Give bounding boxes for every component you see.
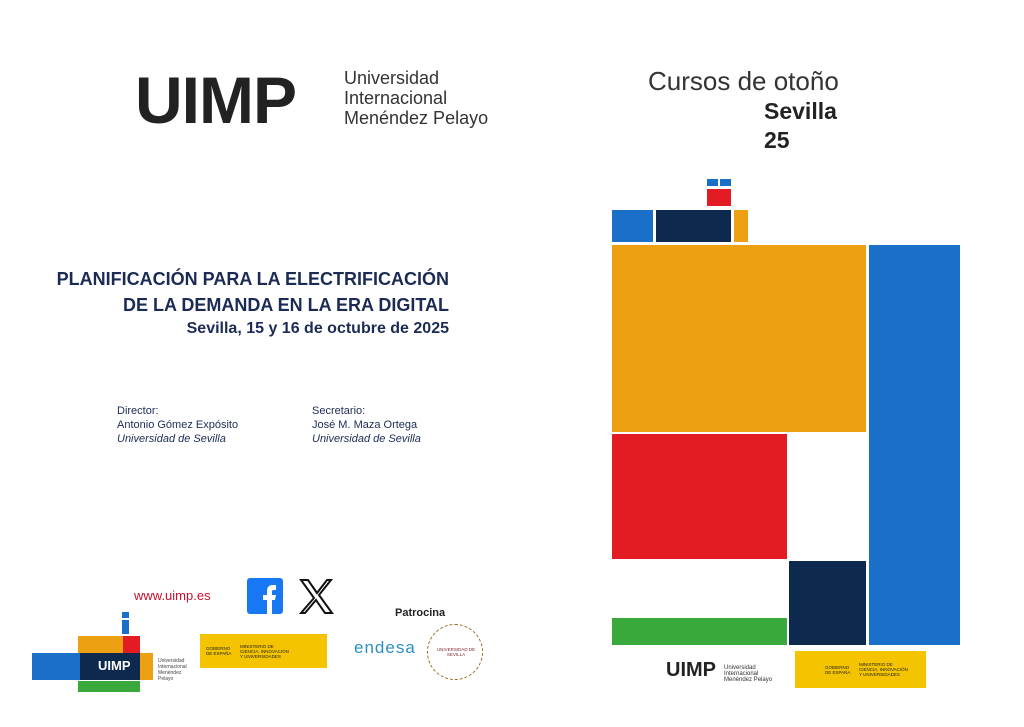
block [123,636,140,653]
affiliation: Universidad de Sevilla [117,433,226,445]
block [122,620,129,634]
gov-text: GOBIERNO DE ESPAÑA [825,664,851,675]
director: Director: Antonio Gómez Expósito Univers… [117,404,238,446]
block [32,653,80,680]
block [78,636,123,653]
text: Universidad [344,68,440,88]
course-title: PLANIFICACIÓN PARA LA ELECTRIFICACIÓN DE… [57,266,449,340]
gov-text: GOBIERNO DE ESPAÑA [206,646,232,656]
series-year: 25 [764,127,790,153]
block [612,210,653,242]
course-date: Sevilla, 15 y 16 de octubre de 2025 [186,320,449,337]
ministry-text: MINISTERIO DE CIENCIA, INNOVACIÓN Y UNIV… [240,643,289,659]
uimp-logo: UIMP [135,63,297,137]
cover-graphic [612,179,960,645]
series-city: Sevilla [764,98,837,124]
block [734,210,748,242]
text: DE LA DEMANDA EN LA ERA DIGITAL [123,295,449,315]
person: Antonio Gómez Expósito [117,419,239,431]
text: Internacional [344,88,448,108]
block [707,189,731,206]
block [656,210,731,242]
block [612,434,787,559]
cover-gov-logo: GOBIERNO DE ESPAÑA MINISTERIO DE CIENCIA… [795,651,926,688]
block [720,179,731,186]
footer-uimp: UIMP [98,658,131,673]
footer-logo-graphic [32,612,153,692]
person: José M. Maza Ortega [312,419,418,431]
sponsor-logo: endesa [354,638,416,657]
block [789,561,866,645]
footer-uimp-name: Universidad Internacional Menéndez Pelay… [158,658,187,682]
x-icon[interactable] [298,579,334,614]
gov-logo: GOBIERNO DE ESPAÑA MINISTERIO DE CIENCIA… [200,634,327,668]
text: PLANIFICACIÓN PARA LA ELECTRIFICACIÓN [56,269,449,289]
role: Secretario: [312,405,366,417]
affiliation: Universidad de Sevilla [312,433,421,445]
block [122,612,129,618]
social-icons [247,578,334,614]
block [78,681,140,692]
facebook-f [263,585,276,614]
university-name: Universidad Internacional Menéndez Pelay… [344,68,488,128]
cover-uimp-name: Universidad Internacional Menéndez Pelay… [724,665,773,683]
series-title: Cursos de otoño [648,66,839,96]
role: Director: [117,405,159,417]
ministry-text: MINISTERIO DE CIENCIA, INNOVACIÓN Y UNIV… [859,662,908,677]
block [140,653,153,680]
block [612,618,787,645]
us-logo: UNIVERSIDAD DE SEVILLA [427,624,483,680]
website[interactable]: www.uimp.es [134,588,211,603]
secretary: Secretario: José M. Maza Ortega Universi… [312,404,421,446]
block [612,245,866,432]
us-logo-text: UNIVERSIDAD DE SEVILLA [436,647,476,657]
block [869,245,960,645]
sponsor-label: Patrocina [395,607,446,619]
text: Menéndez Pelayo [344,108,489,128]
block [707,179,718,186]
cover-uimp: UIMP [666,659,716,681]
block [656,246,731,259]
